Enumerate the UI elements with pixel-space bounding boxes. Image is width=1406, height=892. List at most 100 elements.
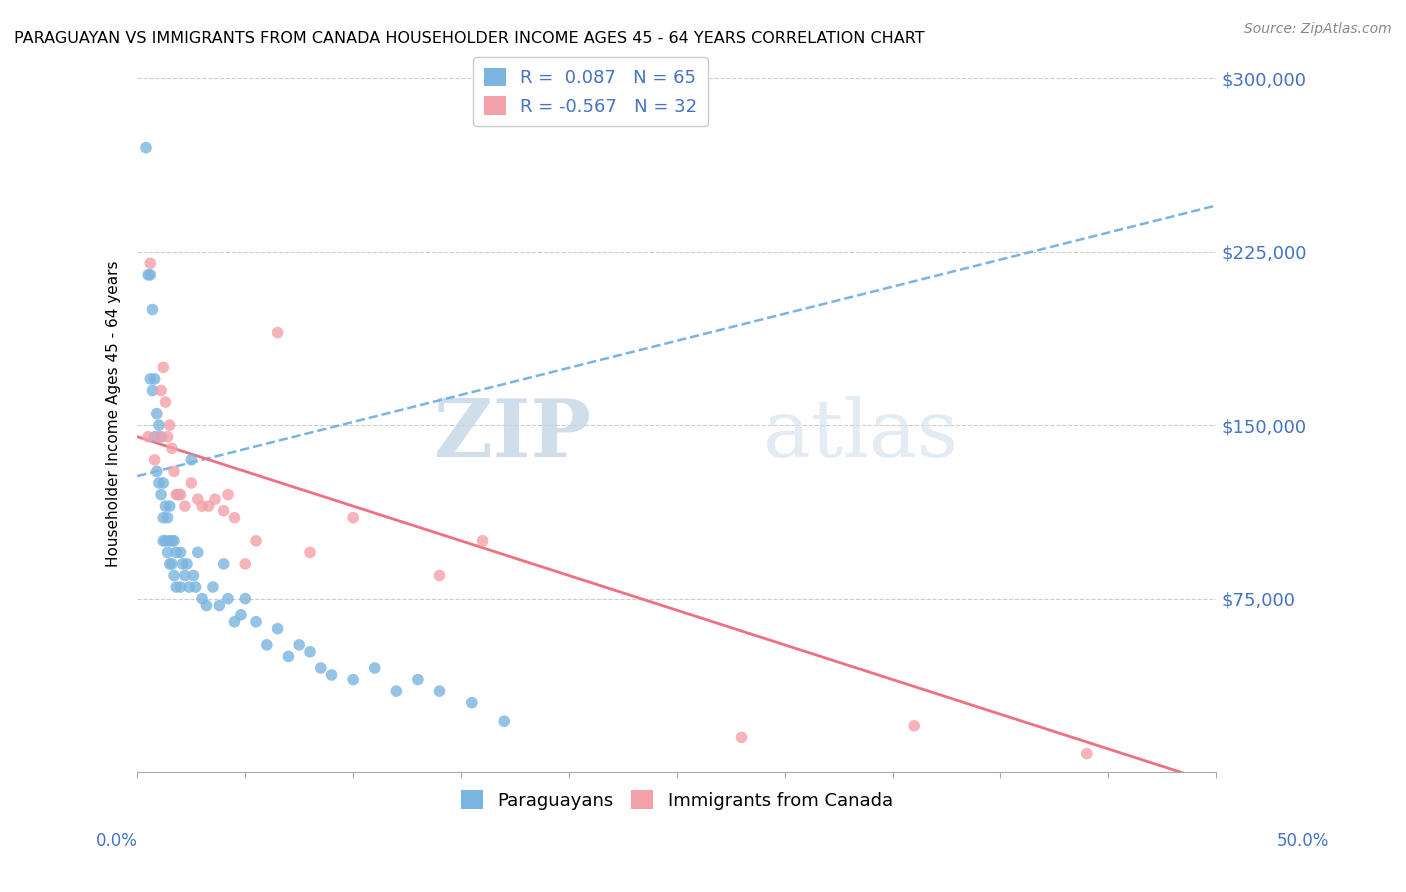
Point bbox=[165, 487, 187, 501]
Point bbox=[342, 510, 364, 524]
Y-axis label: Householder Income Ages 45 - 64 years: Householder Income Ages 45 - 64 years bbox=[107, 260, 121, 566]
Point bbox=[406, 673, 429, 687]
Text: Source: ZipAtlas.com: Source: ZipAtlas.com bbox=[1244, 22, 1392, 37]
Point bbox=[167, 487, 190, 501]
Point bbox=[187, 545, 209, 559]
Point bbox=[148, 418, 170, 433]
Point bbox=[160, 557, 183, 571]
Point bbox=[146, 465, 169, 479]
Point bbox=[256, 638, 278, 652]
Point bbox=[150, 487, 173, 501]
Point bbox=[150, 384, 173, 398]
Legend: Paraguayans, Immigrants from Canada: Paraguayans, Immigrants from Canada bbox=[454, 783, 900, 817]
Point bbox=[429, 568, 451, 582]
Point bbox=[321, 668, 343, 682]
Point bbox=[184, 580, 207, 594]
Point bbox=[169, 487, 191, 501]
Point bbox=[141, 302, 163, 317]
Point bbox=[156, 430, 179, 444]
Point bbox=[385, 684, 408, 698]
Point bbox=[494, 714, 516, 729]
Point bbox=[233, 591, 256, 606]
Point bbox=[429, 684, 451, 698]
Point bbox=[152, 475, 174, 490]
Point bbox=[245, 533, 267, 548]
Point bbox=[160, 533, 183, 548]
Point bbox=[212, 557, 235, 571]
Point bbox=[152, 510, 174, 524]
Point bbox=[159, 418, 181, 433]
Point bbox=[139, 268, 162, 282]
Point bbox=[364, 661, 387, 675]
Point bbox=[903, 719, 925, 733]
Point bbox=[150, 430, 173, 444]
Text: PARAGUAYAN VS IMMIGRANTS FROM CANADA HOUSEHOLDER INCOME AGES 45 - 64 YEARS CORRE: PARAGUAYAN VS IMMIGRANTS FROM CANADA HOU… bbox=[14, 31, 925, 46]
Point bbox=[136, 430, 159, 444]
Point bbox=[212, 504, 235, 518]
Point bbox=[197, 499, 219, 513]
Point bbox=[224, 510, 246, 524]
Point bbox=[155, 395, 177, 409]
Point bbox=[173, 499, 195, 513]
Text: 0.0%: 0.0% bbox=[96, 831, 138, 849]
Point bbox=[217, 591, 239, 606]
Point bbox=[266, 622, 288, 636]
Point bbox=[298, 545, 321, 559]
Point bbox=[159, 533, 181, 548]
Point bbox=[176, 557, 198, 571]
Point bbox=[191, 591, 214, 606]
Text: atlas: atlas bbox=[763, 396, 959, 475]
Point bbox=[169, 545, 191, 559]
Point bbox=[201, 580, 224, 594]
Point bbox=[141, 384, 163, 398]
Point bbox=[152, 533, 174, 548]
Point bbox=[277, 649, 299, 664]
Point bbox=[165, 580, 187, 594]
Point bbox=[179, 580, 201, 594]
Point bbox=[461, 696, 484, 710]
Text: ZIP: ZIP bbox=[433, 396, 591, 475]
Point bbox=[1076, 747, 1098, 761]
Point bbox=[143, 372, 166, 386]
Point bbox=[224, 615, 246, 629]
Point bbox=[156, 545, 179, 559]
Point bbox=[159, 557, 181, 571]
Point bbox=[342, 673, 364, 687]
Point bbox=[245, 615, 267, 629]
Point bbox=[183, 568, 205, 582]
Point bbox=[288, 638, 311, 652]
Point bbox=[180, 453, 202, 467]
Point bbox=[165, 545, 187, 559]
Point bbox=[159, 499, 181, 513]
Point bbox=[191, 499, 214, 513]
Point bbox=[195, 599, 218, 613]
Point bbox=[148, 475, 170, 490]
Point bbox=[155, 499, 177, 513]
Point bbox=[163, 568, 186, 582]
Point bbox=[143, 430, 166, 444]
Point bbox=[229, 607, 252, 622]
Point bbox=[136, 268, 159, 282]
Point bbox=[233, 557, 256, 571]
Point bbox=[204, 492, 226, 507]
Point bbox=[187, 492, 209, 507]
Point bbox=[208, 599, 231, 613]
Point bbox=[160, 442, 183, 456]
Point bbox=[155, 533, 177, 548]
Point bbox=[139, 256, 162, 270]
Point bbox=[298, 645, 321, 659]
Point bbox=[148, 430, 170, 444]
Point bbox=[163, 533, 186, 548]
Point bbox=[169, 580, 191, 594]
Point bbox=[217, 487, 239, 501]
Point bbox=[471, 533, 494, 548]
Point bbox=[139, 372, 162, 386]
Point bbox=[156, 510, 179, 524]
Point bbox=[152, 360, 174, 375]
Point bbox=[146, 407, 169, 421]
Point bbox=[309, 661, 332, 675]
Point bbox=[135, 141, 157, 155]
Point bbox=[180, 475, 202, 490]
Point bbox=[266, 326, 288, 340]
Text: 50.0%: 50.0% bbox=[1277, 831, 1329, 849]
